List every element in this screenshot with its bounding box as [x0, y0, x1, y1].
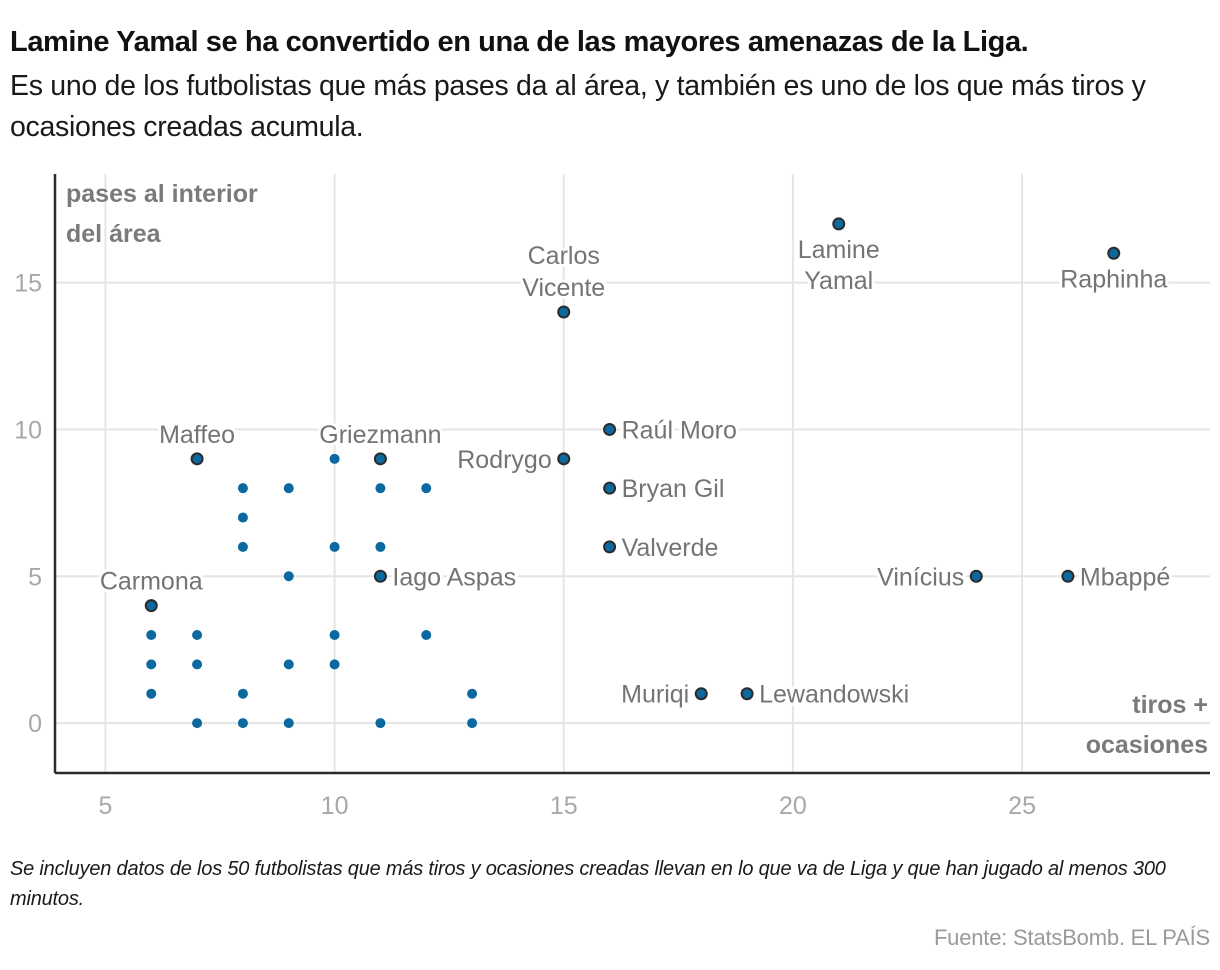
labeled-data-point: [557, 452, 571, 466]
y-tick-label: 15: [14, 270, 42, 298]
point-label: Yamal: [804, 267, 873, 295]
labeled-data-point: [740, 687, 754, 701]
scatter-chart: 5 10 15 20 25 0 5 10 15 pases al interior del áre…: [14, 174, 1210, 820]
data-point: [467, 688, 478, 699]
point-label: Griezmann: [319, 421, 441, 449]
data-point: [192, 629, 203, 640]
y-axis-title: del área: [66, 220, 162, 248]
labeled-data-point: [1061, 569, 1075, 583]
data-point: [192, 659, 203, 670]
labeled-data-point: [557, 305, 571, 319]
data-point: [146, 659, 157, 670]
data-point: [283, 483, 294, 494]
chart-title: Lamine Yamal se ha convertido en una de …: [10, 26, 1029, 58]
labeled-data-point: [694, 687, 708, 701]
data-point: [237, 718, 248, 729]
point-label: Mbappé: [1080, 563, 1170, 591]
point-label: Lewandowski: [759, 681, 909, 709]
grid-lines: [55, 174, 1210, 773]
data-point: [375, 541, 386, 552]
data-point: [146, 629, 157, 640]
data-point: [329, 629, 340, 640]
data-point: [467, 718, 478, 729]
point-labels: Lamine Yamal Raphinha Carlos Vicente Raúl Mor…: [97, 233, 1173, 712]
axes: [53, 174, 1210, 775]
point-label: Lamine: [798, 236, 880, 264]
data-point: [329, 541, 340, 552]
chart-subtitle: Es uno de los futbolistas que más pases …: [10, 70, 1146, 143]
data-point: [329, 453, 340, 464]
point-label: Bryan Gil: [622, 475, 725, 503]
x-tick-label: 25: [1008, 792, 1036, 820]
point-label: Raúl Moro: [622, 416, 737, 444]
point-label: Carlos: [528, 242, 600, 270]
data-point: [283, 718, 294, 729]
point-label: Maffeo: [159, 421, 235, 449]
data-point: [421, 483, 432, 494]
y-tick-label: 10: [14, 416, 42, 444]
data-point: [237, 512, 248, 523]
labeled-data-point: [969, 569, 983, 583]
axis-titles: pases al interior del área tiros + ocasione…: [66, 180, 1208, 759]
tick-labels: 5 10 15 20 25 0 5 10 15: [14, 270, 1036, 820]
x-axis-title: tiros +: [1132, 691, 1208, 719]
labeled-data-point: [373, 452, 387, 466]
point-label: Rodrygo: [457, 446, 552, 474]
labeled-data-point: [1107, 246, 1121, 260]
labeled-data-point: [603, 481, 617, 495]
data-point: [375, 718, 386, 729]
point-label: Vicente: [522, 274, 605, 302]
labeled-data-point: [144, 599, 158, 613]
data-points: [144, 217, 1121, 729]
data-point: [237, 483, 248, 494]
x-tick-label: 15: [550, 792, 578, 820]
x-tick-label: 20: [779, 792, 807, 820]
data-point: [283, 571, 294, 582]
data-point: [375, 483, 386, 494]
point-label: Carmona: [100, 568, 203, 596]
data-point: [146, 688, 157, 699]
x-tick-label: 5: [98, 792, 112, 820]
labeled-data-point: [603, 540, 617, 554]
x-tick-label: 10: [321, 792, 349, 820]
point-label: Raphinha: [1060, 265, 1167, 293]
y-axis-title: pases al interior: [66, 180, 258, 208]
point-label: Vinícius: [877, 563, 964, 591]
point-label: Iago Aspas: [392, 563, 516, 591]
labeled-data-point: [190, 452, 204, 466]
footnote: Se incluyen datos de los 50 futbolistas …: [10, 858, 1166, 910]
x-axis-title: ocasiones: [1086, 731, 1208, 759]
point-label: Muriqi: [621, 681, 689, 709]
source-credit: Fuente: StatsBomb. EL PAÍS: [933, 925, 1210, 950]
data-point: [421, 629, 432, 640]
y-tick-label: 5: [28, 563, 42, 591]
labeled-data-point: [603, 422, 617, 436]
data-point: [237, 688, 248, 699]
labeled-data-point: [373, 569, 387, 583]
labeled-data-point: [832, 217, 846, 231]
data-point: [283, 659, 294, 670]
point-label: Valverde: [622, 534, 719, 562]
data-point: [237, 541, 248, 552]
y-tick-label: 0: [28, 710, 42, 738]
data-point: [329, 659, 340, 670]
data-point: [192, 718, 203, 729]
